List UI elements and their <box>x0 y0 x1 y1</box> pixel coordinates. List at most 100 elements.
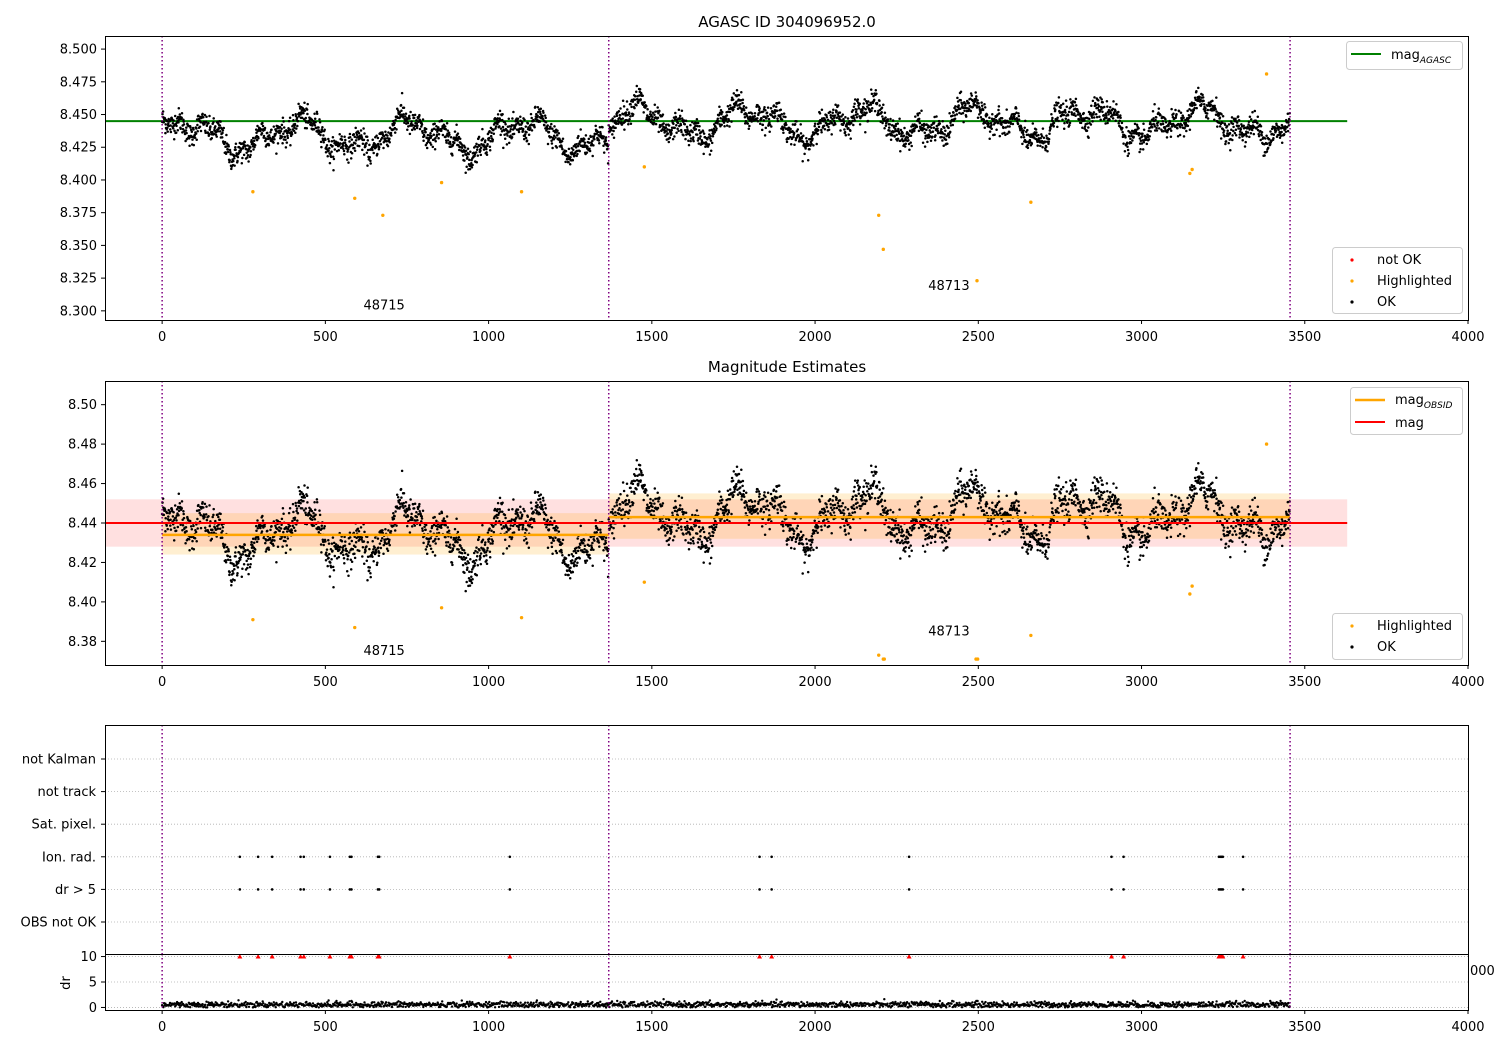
ok-point <box>780 113 784 116</box>
ok-point <box>362 127 365 130</box>
ok-point <box>178 501 182 505</box>
ok-point <box>305 494 309 498</box>
ok-point <box>509 128 513 131</box>
ok-point <box>595 530 598 534</box>
ok-point <box>546 518 549 522</box>
ok-point <box>348 132 352 136</box>
ok-point <box>408 132 412 136</box>
ok-point <box>380 136 384 140</box>
ok-point <box>412 116 416 120</box>
ok-point <box>1056 116 1059 120</box>
ok-point <box>1062 113 1066 117</box>
ok-point <box>585 559 589 562</box>
ok-point <box>761 110 765 113</box>
ok-point <box>420 125 423 128</box>
ok-point <box>287 511 291 515</box>
ok-point <box>1248 115 1252 118</box>
ok-point <box>678 114 682 118</box>
ok-point <box>1225 124 1229 128</box>
ok-point <box>366 139 370 142</box>
ok-point <box>808 147 811 151</box>
ok-point <box>361 555 364 558</box>
ok-point <box>1094 104 1098 107</box>
ok-point <box>576 152 579 156</box>
ok-point <box>554 136 557 139</box>
ok-point <box>396 496 400 499</box>
ok-point <box>369 159 372 163</box>
ok-point <box>861 109 864 112</box>
ok-point <box>508 527 512 531</box>
ok-point <box>1125 126 1128 129</box>
ok-point <box>481 127 484 131</box>
ok-point <box>245 559 248 563</box>
ok-point <box>764 126 768 130</box>
ok-point <box>310 121 313 125</box>
ok-point <box>534 490 537 494</box>
ok-point <box>1002 126 1005 130</box>
ok-point <box>631 113 635 116</box>
ok-point <box>1056 125 1059 129</box>
ok-point <box>400 496 403 499</box>
ok-point <box>982 118 986 121</box>
ok-point <box>789 142 793 146</box>
ok-point <box>340 135 343 138</box>
ok-point <box>612 526 615 530</box>
ok-point <box>488 537 491 540</box>
ok-point <box>422 139 425 143</box>
ok-point <box>218 518 222 522</box>
ok-point <box>1149 130 1152 133</box>
ok-point <box>445 141 448 144</box>
ok-point <box>981 108 985 112</box>
ok-point <box>313 508 317 511</box>
ok-point <box>196 123 199 127</box>
ok-point <box>631 482 635 486</box>
ok-point <box>727 119 731 122</box>
ok-point <box>651 115 654 119</box>
ok-point <box>481 538 485 542</box>
ok-point <box>469 558 472 561</box>
ok-point <box>812 144 815 147</box>
ok-point <box>188 548 191 552</box>
ok-point <box>472 559 476 563</box>
ok-point <box>291 125 294 128</box>
ok-point <box>684 119 688 123</box>
ok-point <box>434 139 437 143</box>
ok-point <box>935 115 938 118</box>
ok-point <box>863 98 866 101</box>
ok-point <box>288 507 292 510</box>
ok-point <box>1157 107 1161 110</box>
ok-point <box>428 544 432 548</box>
ok-point <box>393 529 397 532</box>
ok-point <box>361 148 364 152</box>
ok-point <box>377 142 380 146</box>
ok-point <box>354 545 357 549</box>
ok-point <box>582 542 585 545</box>
ok-point <box>420 515 423 518</box>
ok-point <box>345 158 349 161</box>
ok-point <box>425 552 429 556</box>
ok-point <box>348 536 352 539</box>
ok-point <box>630 105 633 109</box>
ok-point <box>621 508 625 511</box>
ok-point <box>318 513 322 517</box>
ok-point <box>248 565 252 569</box>
ok-point <box>1039 144 1042 148</box>
ok-point <box>673 126 676 130</box>
ok-point <box>1248 135 1251 139</box>
ok-point <box>182 120 185 123</box>
ok-point <box>526 515 530 518</box>
ok-point <box>300 507 304 510</box>
ok-point <box>775 109 779 113</box>
ok-point <box>597 541 601 544</box>
ok-point <box>1052 125 1055 128</box>
ok-point <box>1228 131 1232 135</box>
ok-point <box>716 117 720 121</box>
ok-point <box>195 539 198 543</box>
ok-point <box>852 117 856 120</box>
ok-point <box>344 547 348 550</box>
ok-point <box>529 112 533 116</box>
ok-point <box>288 128 292 131</box>
ok-point <box>731 98 735 101</box>
ok-point <box>855 116 859 119</box>
ok-point <box>910 144 913 148</box>
